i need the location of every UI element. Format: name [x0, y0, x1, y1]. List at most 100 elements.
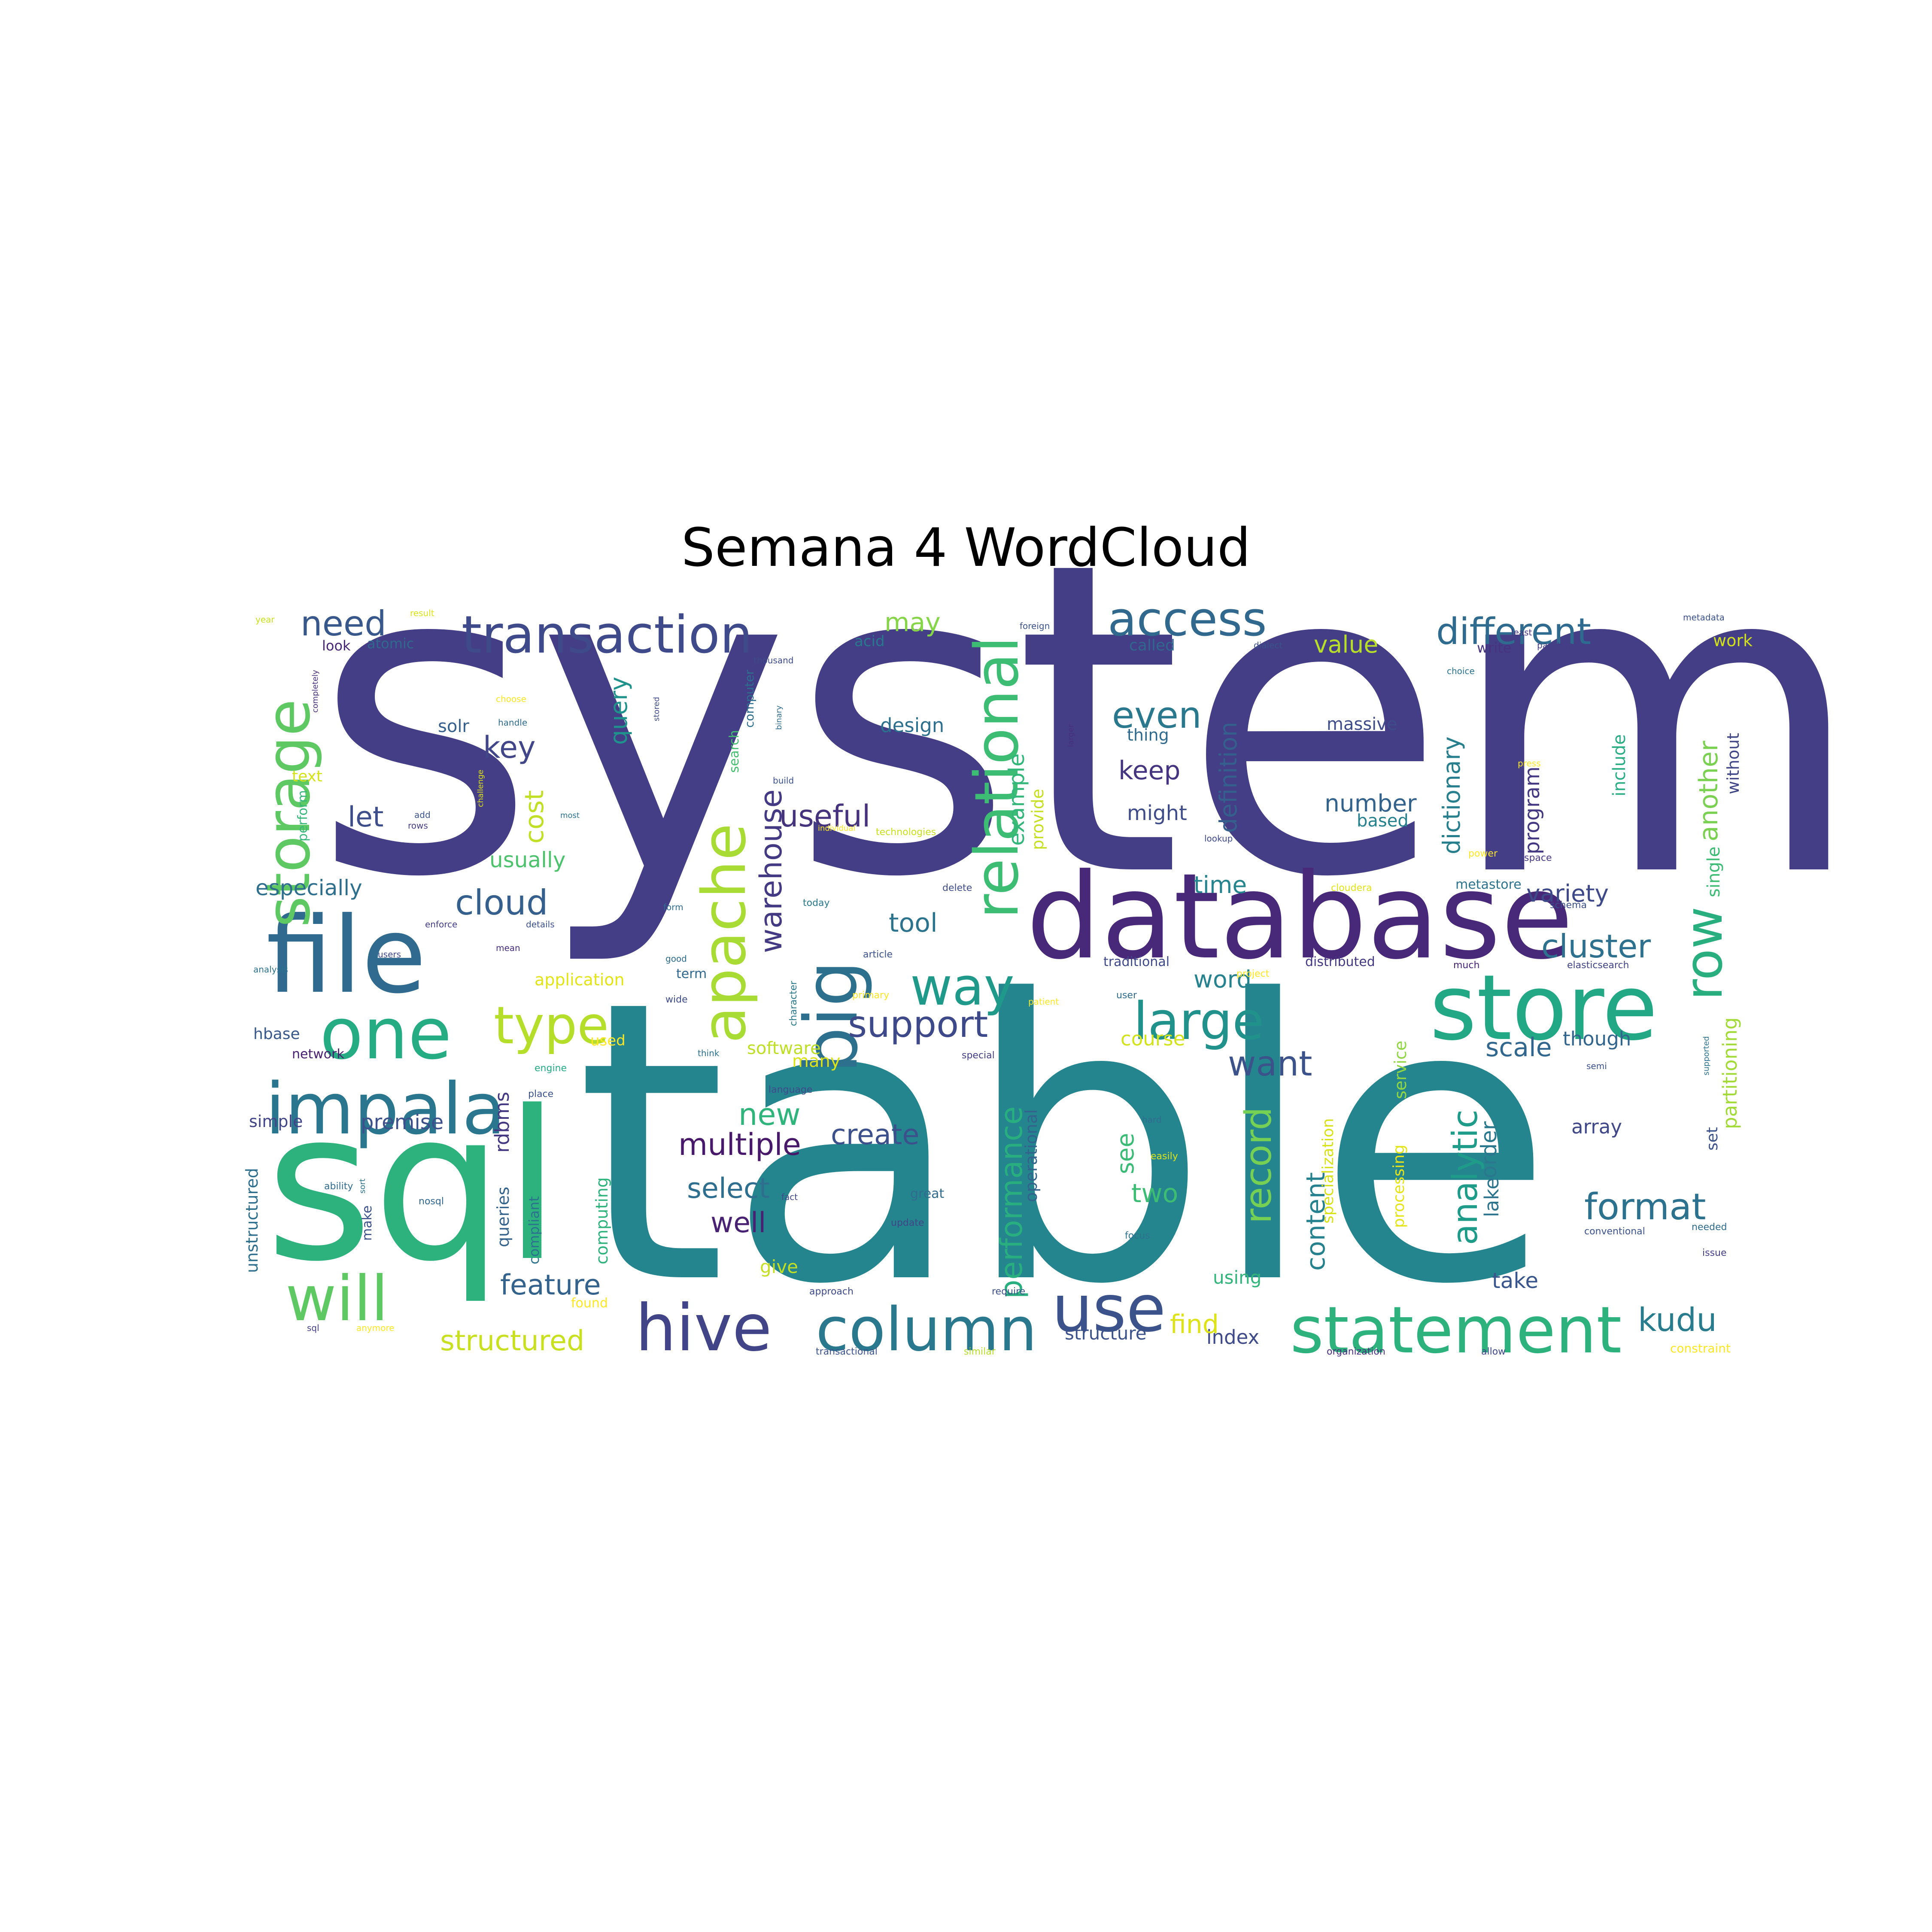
- word-design: design: [880, 714, 944, 737]
- word-supported: supported: [1702, 1036, 1711, 1075]
- word-choose: choose: [496, 694, 526, 704]
- word-allow: allow: [1481, 1346, 1506, 1357]
- word-select: select: [687, 1173, 770, 1205]
- word-statement: statement: [1290, 1293, 1622, 1368]
- word-partitioning: partitioning: [1719, 1017, 1741, 1129]
- word-based: based: [1357, 811, 1409, 831]
- word-perform: perform: [295, 790, 310, 841]
- word-word: word: [1194, 966, 1252, 993]
- word-lookup: lookup: [1204, 833, 1233, 844]
- word-set: set: [1704, 1127, 1721, 1151]
- word-analytic: analytic: [1445, 1109, 1485, 1245]
- word-transaction: transaction: [462, 605, 753, 665]
- word-impala: impala: [265, 1068, 505, 1150]
- word-stored: stored: [652, 697, 661, 721]
- word-primary: primary: [852, 990, 889, 1001]
- word-ability: ability: [324, 1181, 353, 1192]
- word-today: today: [803, 898, 830, 908]
- word-useful: useful: [779, 799, 870, 834]
- word-file: file: [266, 894, 426, 1017]
- word-two: two: [1131, 1179, 1178, 1209]
- word-sql-small: sql: [307, 1323, 319, 1333]
- word-type: type: [494, 996, 609, 1056]
- word-see: see: [1112, 1133, 1139, 1174]
- word-cost: cost: [519, 790, 550, 844]
- word-solr: solr: [438, 717, 469, 736]
- word-array: array: [1571, 1115, 1622, 1138]
- word-warehouse: warehouse: [753, 789, 789, 953]
- word-great: great: [910, 1186, 945, 1201]
- word-constraint: constraint: [1670, 1341, 1731, 1355]
- word-number: number: [1324, 790, 1417, 817]
- word-way: way: [910, 957, 1015, 1017]
- word-performance: performance: [994, 1106, 1029, 1299]
- word-dictionary: dictionary: [1438, 736, 1465, 854]
- word-structure: structure: [1065, 1323, 1147, 1344]
- word-content: content: [1301, 1172, 1331, 1271]
- word-year: year: [255, 614, 275, 625]
- word-handle: handle: [498, 717, 527, 728]
- word-binary: binary: [775, 705, 784, 730]
- word-hard: hard: [1142, 1115, 1162, 1125]
- word-order: order: [1476, 1121, 1501, 1179]
- word-scale: scale: [1485, 1033, 1552, 1063]
- word-special: special: [962, 1050, 995, 1061]
- word-create: create: [831, 1119, 919, 1151]
- word-provide: provide: [1028, 789, 1047, 850]
- word-search: search: [727, 730, 742, 773]
- word-approach: approach: [809, 1286, 854, 1297]
- word-easily: easily: [1151, 1151, 1178, 1162]
- word-different: different: [1436, 611, 1591, 653]
- word-another: another: [1694, 741, 1724, 841]
- word-storage: storage: [254, 699, 324, 927]
- word-choice: choice: [1447, 666, 1475, 676]
- word-nosql: nosql: [419, 1196, 444, 1207]
- word-needed: needed: [1692, 1222, 1727, 1233]
- word-press: press: [1518, 758, 1541, 769]
- word-character: character: [788, 981, 799, 1026]
- word-article: article: [863, 949, 893, 960]
- word-software: software: [747, 1039, 821, 1058]
- word-definition: definition: [1215, 722, 1242, 833]
- word-processing: processing: [1390, 1145, 1408, 1228]
- word-challenge: challenge: [476, 770, 485, 807]
- word-think: think: [698, 1048, 720, 1058]
- word-kudu: kudu: [1638, 1301, 1717, 1339]
- word-network: network: [292, 1047, 344, 1062]
- word-write: write: [1477, 640, 1511, 656]
- word-format: format: [1584, 1186, 1706, 1228]
- word-individual: individual: [818, 824, 855, 833]
- word-system: system: [313, 471, 1865, 971]
- word-column: column: [816, 1295, 1037, 1365]
- word-update: update: [891, 1218, 924, 1228]
- word-well: well: [711, 1207, 766, 1239]
- word-much: much: [1453, 960, 1479, 971]
- word-place: place: [528, 1089, 553, 1100]
- word-project: project: [1236, 969, 1270, 979]
- word-though: though: [1563, 1027, 1631, 1050]
- word-example: example: [1004, 753, 1029, 846]
- word-support: support: [848, 1003, 988, 1046]
- word-program: program: [1520, 766, 1544, 854]
- word-tool: tool: [889, 908, 938, 938]
- word-include: include: [1610, 734, 1629, 796]
- word-acid: acid: [854, 633, 885, 650]
- word-feature: feature: [500, 1269, 601, 1301]
- word-larger: larger: [1066, 724, 1075, 747]
- word-course: course: [1121, 1027, 1185, 1050]
- word-add: add: [414, 810, 431, 820]
- word-make: make: [360, 1206, 375, 1241]
- word-time: time: [1194, 871, 1247, 899]
- word-take: take: [1492, 1268, 1538, 1293]
- word-record: record: [1237, 1107, 1280, 1224]
- word-most: most: [560, 811, 580, 820]
- word-sql: sql: [265, 1067, 561, 1307]
- word-key: key: [483, 730, 536, 765]
- word-distributed: distributed: [1305, 954, 1375, 969]
- word-wide: wide: [665, 994, 688, 1005]
- word-text: text: [292, 768, 322, 785]
- word-computing: computing: [592, 1177, 611, 1264]
- word-service: service: [1391, 1041, 1410, 1099]
